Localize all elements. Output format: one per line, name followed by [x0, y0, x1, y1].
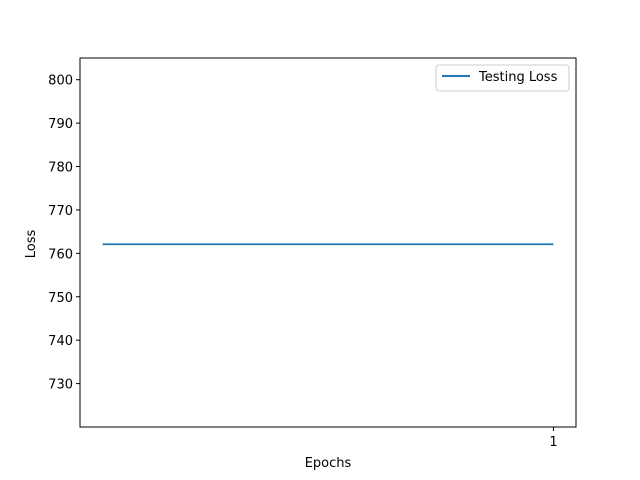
y-tick-label: 730 — [48, 378, 73, 393]
y-tick-label: 760 — [48, 247, 73, 262]
legend-box — [435, 64, 570, 92]
y-tick-label: 740 — [48, 334, 73, 349]
x-axis-label: Epochs — [305, 456, 352, 471]
y-tick-label: 780 — [48, 161, 73, 176]
y-tick-label: 800 — [48, 74, 73, 89]
x-axis-ticks: 1 — [549, 427, 558, 450]
legend-label-testing-loss: Testing Loss — [478, 70, 558, 85]
y-tick-label: 750 — [48, 291, 73, 306]
y-axis-ticks: 730 740 750 760 770 780 790 800 — [48, 74, 80, 393]
y-tick-label: 770 — [48, 204, 73, 219]
legend: Testing Loss — [435, 64, 570, 92]
y-tick-label: 790 — [48, 117, 73, 132]
x-tick-label: 1 — [549, 435, 557, 450]
plot-area — [79, 57, 577, 428]
y-axis-label: Loss — [24, 230, 39, 259]
